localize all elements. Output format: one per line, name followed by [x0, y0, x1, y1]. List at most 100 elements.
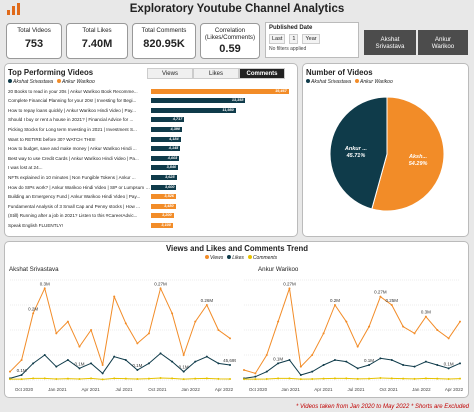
likes-point[interactable]: [459, 362, 461, 365]
comments-point[interactable]: [447, 378, 450, 380]
likes-point[interactable]: [311, 370, 314, 373]
likes-point[interactable]: [229, 364, 231, 366]
views-point[interactable]: [9, 370, 11, 373]
views-point[interactable]: [124, 322, 127, 325]
views-point[interactable]: [90, 329, 93, 331]
likes-point[interactable]: [182, 370, 185, 373]
views-point[interactable]: [254, 372, 257, 375]
views-point[interactable]: [277, 320, 280, 323]
comments-point[interactable]: [217, 377, 220, 380]
views-point[interactable]: [413, 332, 416, 335]
views-point[interactable]: [43, 287, 46, 290]
comments-point[interactable]: [265, 378, 268, 380]
views-point[interactable]: [113, 295, 116, 298]
likes-point[interactable]: [254, 375, 257, 378]
likes-point[interactable]: [32, 362, 35, 365]
likes-point[interactable]: [78, 367, 81, 370]
bar-row[interactable]: How to budget, save and make money | Ank…: [8, 146, 181, 152]
views-point[interactable]: [459, 320, 461, 323]
views-point[interactable]: [402, 325, 405, 328]
views-point[interactable]: [356, 345, 359, 348]
comments-point[interactable]: [55, 378, 58, 380]
likes-point[interactable]: [147, 362, 150, 365]
bar-row[interactable]: I was lost at 24... 3,840: [8, 165, 179, 171]
comments-point[interactable]: [9, 378, 11, 381]
likes-point[interactable]: [277, 362, 280, 365]
likes-point[interactable]: [136, 369, 139, 371]
likes-point[interactable]: [20, 374, 23, 376]
comments-point[interactable]: [78, 378, 81, 380]
bar-row[interactable]: NFTs explained in 10 minutes | Non Fungi…: [8, 174, 177, 181]
likes-point[interactable]: [299, 374, 302, 376]
views-point[interactable]: [217, 329, 220, 331]
comments-point[interactable]: [390, 377, 393, 380]
likes-point[interactable]: [288, 359, 291, 361]
comments-point[interactable]: [101, 378, 104, 381]
comments-point[interactable]: [90, 377, 93, 380]
views-point[interactable]: [32, 312, 35, 315]
comments-point[interactable]: [171, 377, 174, 380]
likes-point[interactable]: [447, 367, 450, 370]
views-point[interactable]: [66, 320, 69, 323]
likes-point[interactable]: [55, 365, 58, 368]
likes-point[interactable]: [379, 357, 382, 360]
likes-point[interactable]: [113, 355, 116, 358]
bar-row[interactable]: Complete Financial Planning for your 20s…: [8, 98, 246, 104]
bar-row[interactable]: (Still) Running after a job in 2021? Lis…: [8, 213, 174, 219]
comments-point[interactable]: [402, 377, 405, 380]
comments-point[interactable]: [243, 378, 245, 381]
likes-point[interactable]: [368, 364, 371, 366]
comments-point[interactable]: [182, 378, 185, 381]
likes-point[interactable]: [217, 362, 220, 365]
comments-point[interactable]: [43, 377, 46, 380]
channel-slicer-akshat[interactable]: Akshat Srivastava: [364, 30, 416, 55]
filter-unit-select[interactable]: Year: [302, 34, 320, 44]
views-point[interactable]: [20, 359, 23, 361]
bar-row[interactable]: Best way to use Credit Cards | Ankur War…: [8, 155, 180, 161]
comments-point[interactable]: [159, 377, 162, 379]
comments-point[interactable]: [147, 377, 150, 380]
views-point[interactable]: [368, 325, 371, 328]
comments-point[interactable]: [356, 377, 359, 380]
views-point[interactable]: [447, 337, 450, 340]
likes-point[interactable]: [159, 352, 162, 355]
likes-point[interactable]: [43, 354, 46, 356]
comments-point[interactable]: [124, 377, 127, 380]
likes-point[interactable]: [424, 360, 427, 363]
comments-point[interactable]: [413, 377, 416, 380]
comments-point[interactable]: [424, 377, 427, 380]
likes-point[interactable]: [124, 359, 127, 361]
likes-point[interactable]: [66, 359, 69, 361]
bar-row[interactable]: Building an Emergency Fund | Ankur Warik…: [8, 194, 176, 200]
comments-point[interactable]: [436, 377, 439, 380]
bar-row[interactable]: How do SIPs work? | Ankur Warikoo Hindi …: [8, 184, 177, 190]
filter-count-input[interactable]: 1: [289, 34, 299, 44]
comments-point[interactable]: [229, 378, 231, 380]
bar-row[interactable]: How to repay loans quickly | Ankur Warik…: [8, 107, 236, 113]
likes-point[interactable]: [265, 370, 268, 373]
views-point[interactable]: [390, 304, 393, 306]
views-point[interactable]: [205, 304, 208, 306]
pie-slice[interactable]: [329, 96, 388, 210]
comments-point[interactable]: [379, 377, 382, 379]
views-point[interactable]: [311, 354, 314, 356]
views-point[interactable]: [171, 312, 174, 315]
comments-point[interactable]: [277, 377, 280, 380]
likes-point[interactable]: [171, 360, 174, 363]
tab-likes[interactable]: Likes: [193, 68, 239, 79]
channel-slicer-ankur[interactable]: Ankur Warikoo: [418, 30, 468, 55]
likes-point[interactable]: [413, 365, 416, 368]
filter-period-select[interactable]: Last: [269, 34, 286, 44]
tab-views[interactable]: Views: [147, 68, 193, 79]
bar-row[interactable]: 20 Books to read in your 20s | Ankur War…: [8, 88, 289, 94]
views-point[interactable]: [379, 295, 382, 298]
published-date-filter[interactable]: Published Date Last 1 Year No filters ap…: [265, 22, 359, 58]
likes-point[interactable]: [436, 364, 439, 366]
views-point[interactable]: [182, 354, 185, 356]
views-point[interactable]: [265, 354, 268, 356]
comments-point[interactable]: [459, 377, 461, 380]
comments-point[interactable]: [254, 378, 257, 381]
likes-point[interactable]: [101, 372, 104, 375]
comments-point[interactable]: [113, 377, 116, 380]
bar-row[interactable]: Want to RETIRE before 30? WATCH THIS! 4,1…: [8, 136, 181, 142]
